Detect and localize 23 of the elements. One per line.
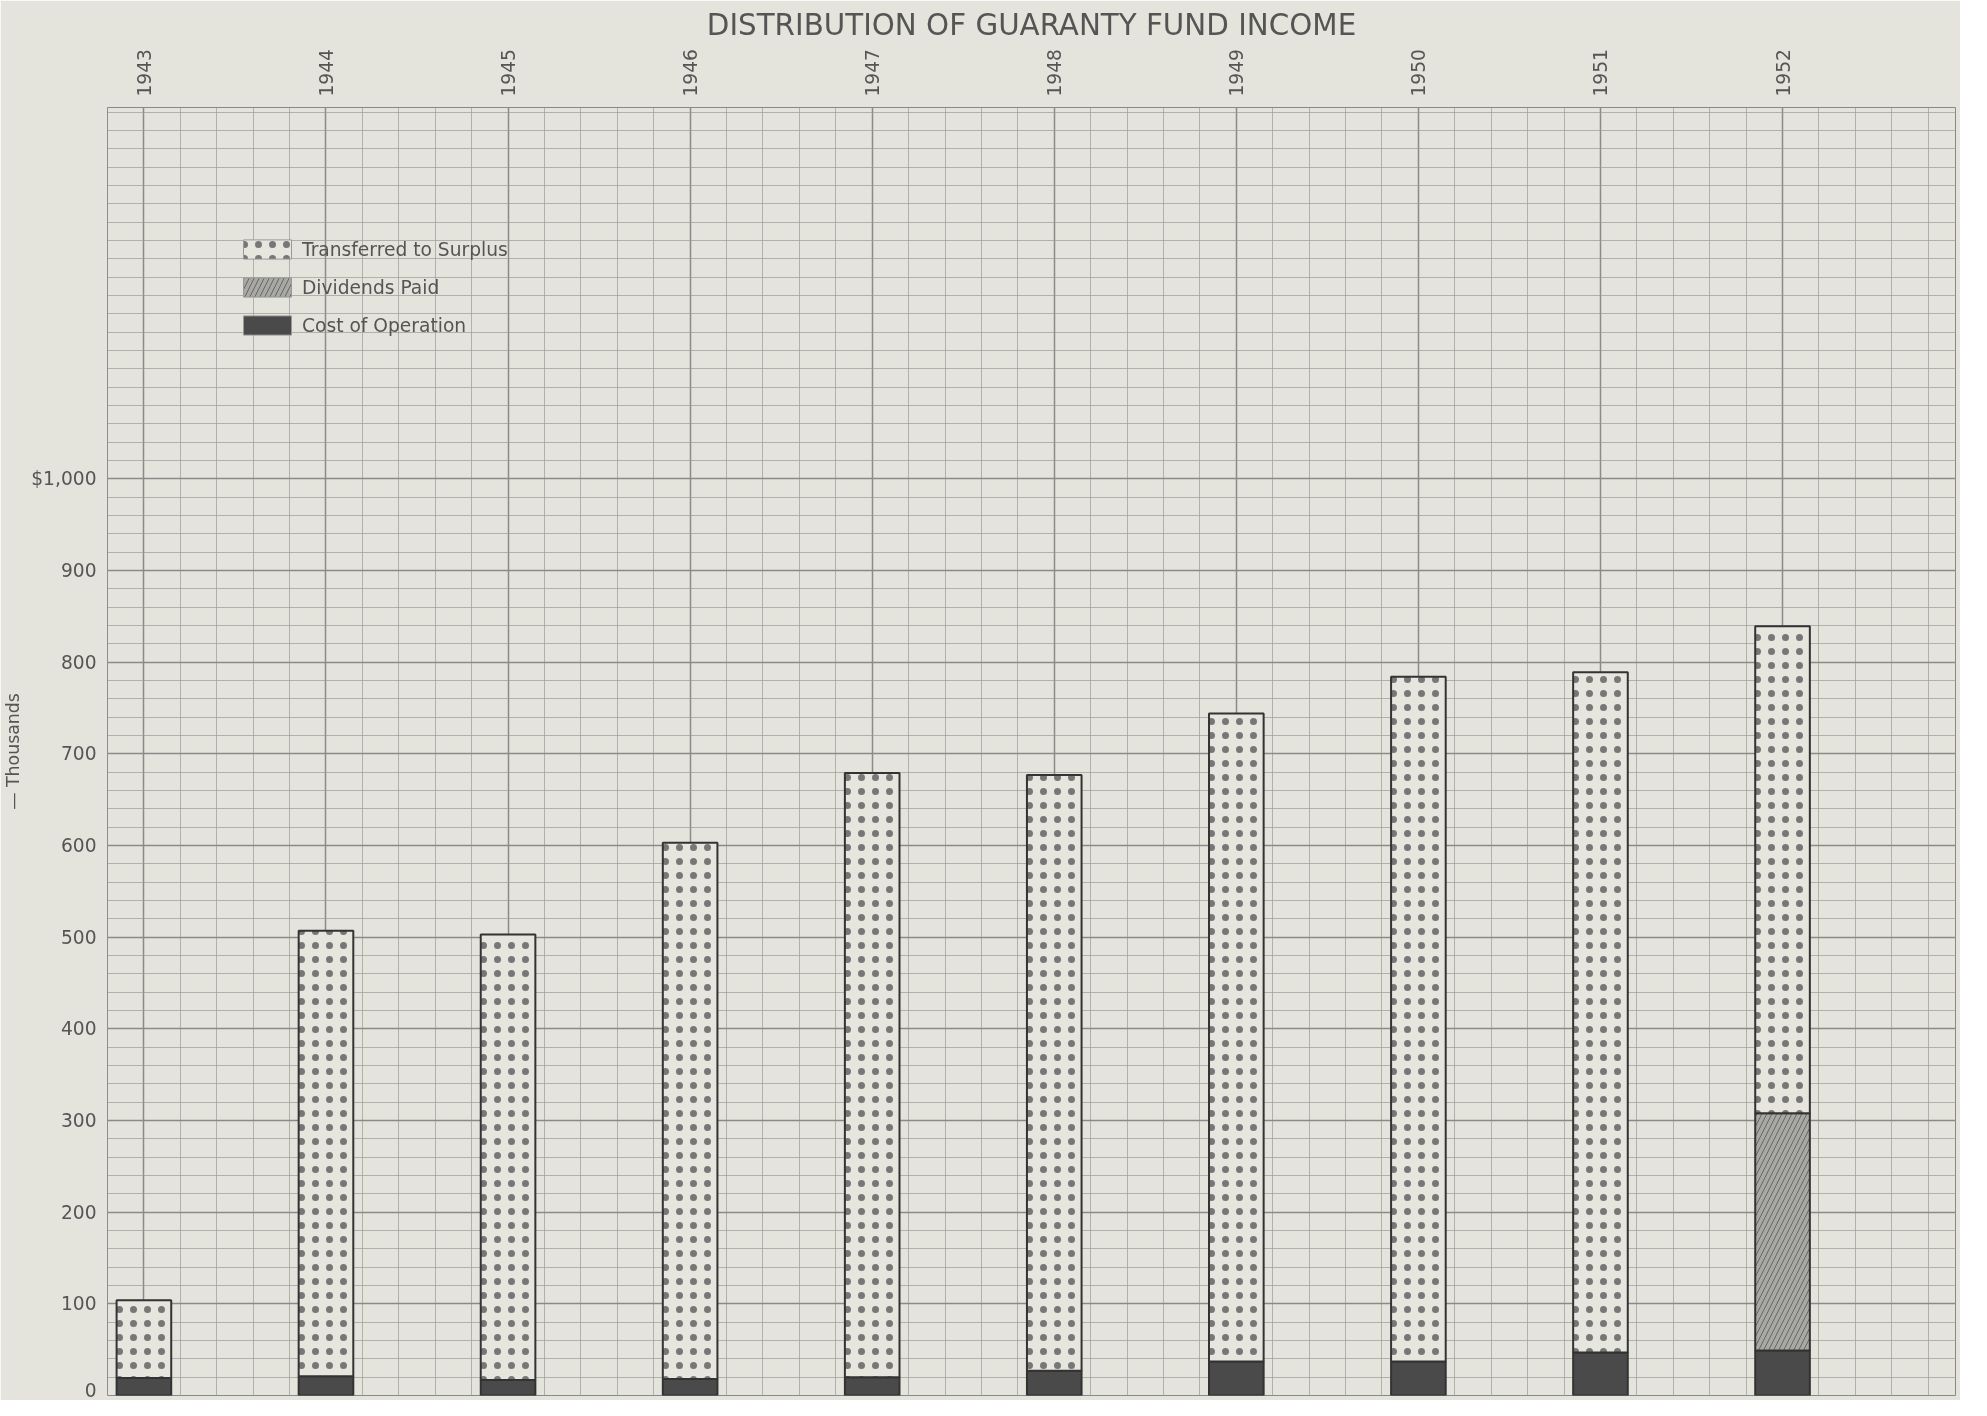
y-tick-label: 700 — [60, 743, 97, 765]
y-axis-title: — Thousands — [3, 693, 24, 810]
x-tick-label: 1951 — [1590, 49, 1612, 97]
x-tick-label: 1947 — [862, 49, 884, 97]
y-tick-label: $1,000 — [31, 468, 97, 490]
x-tick-label: 1949 — [1226, 49, 1248, 97]
y-tick-label: 0 — [84, 1379, 97, 1401]
y-tick-label: 300 — [60, 1109, 97, 1131]
x-tick-label: 1945 — [498, 49, 520, 97]
y-tick-label: 800 — [60, 651, 97, 673]
x-tick-label: 1948 — [1044, 49, 1066, 97]
y-tick-label: 200 — [60, 1201, 97, 1223]
x-tick-label: 1944 — [315, 49, 337, 97]
x-tick-label: 1943 — [133, 49, 155, 97]
y-tick-label: 400 — [60, 1018, 97, 1040]
y-tick-label: 600 — [60, 834, 97, 856]
y-tick-label: 500 — [60, 926, 97, 948]
y-tick-label: 100 — [60, 1293, 97, 1315]
x-tick-label: 1946 — [680, 49, 702, 97]
x-tick-label: 1950 — [1408, 49, 1430, 97]
chart-title: DISTRIBUTION OF GUARANTY FUND INCOME — [706, 7, 1357, 42]
x-tick-label: 1952 — [1772, 49, 1794, 97]
y-tick-label: 900 — [60, 559, 97, 581]
